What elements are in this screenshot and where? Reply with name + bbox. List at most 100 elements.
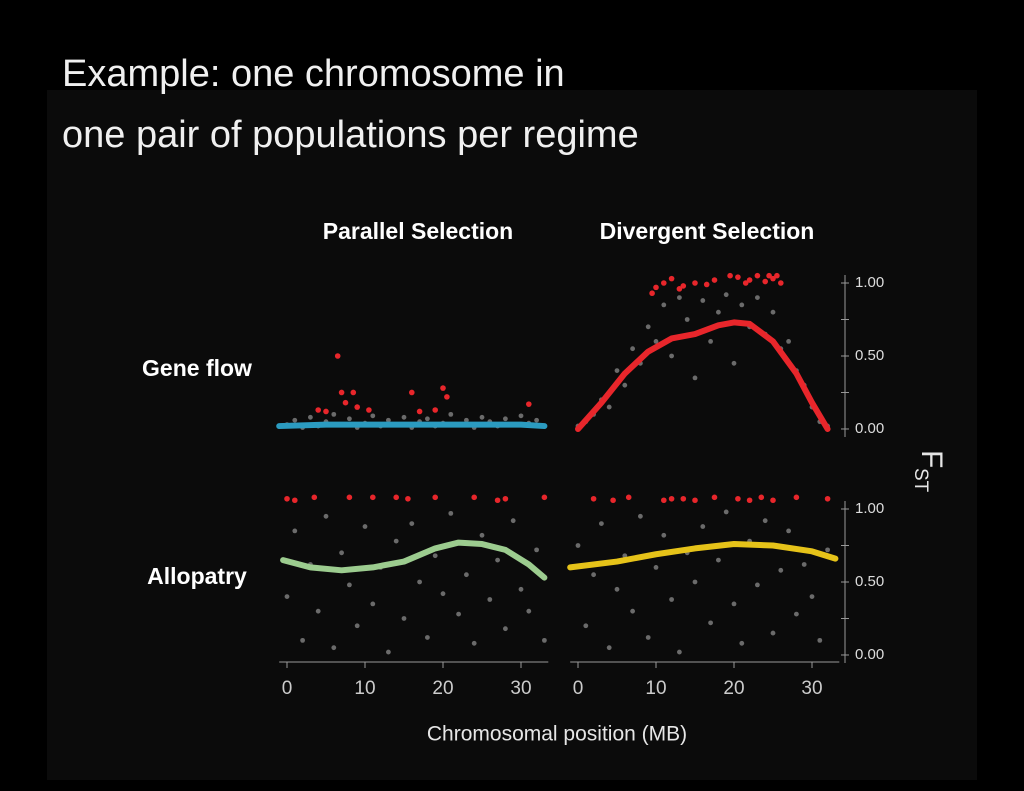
point [393,538,399,544]
point [401,414,407,420]
point [716,309,721,315]
y-axis-label: F ST [910,450,948,493]
y-tick-label: 0.50 [855,347,884,364]
row-label: Allopatry [147,563,247,589]
point [680,283,687,289]
point [649,290,655,297]
point [471,640,477,646]
point [440,385,446,391]
point [448,411,454,417]
point [448,510,454,516]
x-tick-label: 10 [645,678,666,699]
point [614,368,620,373]
point [762,278,768,285]
point [731,360,737,366]
point [653,338,659,344]
point [370,413,376,419]
point [354,404,361,410]
point [668,495,675,502]
point [350,389,357,396]
point [793,494,800,501]
point [735,274,741,280]
point [692,280,698,286]
point [727,272,733,279]
point [746,277,753,283]
point [801,562,807,567]
point [774,272,780,279]
point [495,557,500,563]
point [755,295,760,300]
point [591,572,596,578]
point [794,611,799,617]
point [610,497,616,504]
x-tick-label: 30 [510,678,531,699]
point [778,280,784,286]
point [770,309,776,315]
point [770,275,776,282]
y-tick-label: 0.50 [855,573,884,590]
point [723,509,729,515]
point [502,495,509,502]
point [323,408,329,415]
point [746,497,753,504]
point [518,413,524,419]
point [770,630,776,636]
point [669,353,674,359]
point [692,497,698,504]
point [347,582,352,588]
smooth-line [567,541,839,571]
point [338,389,345,396]
point [405,495,411,502]
point [762,518,768,524]
point [661,280,667,286]
point [575,543,581,548]
point [534,547,539,553]
point [708,338,713,344]
point [432,407,439,413]
point [638,513,643,519]
point [292,497,298,504]
point [684,317,690,322]
point [311,494,318,501]
point [386,649,391,655]
point [630,608,635,614]
point [479,414,485,420]
point [786,528,791,534]
point [692,579,698,585]
point [766,272,772,279]
row-label: Gene flow [142,355,252,381]
x-tick-label: 20 [432,678,453,699]
point [661,532,667,538]
point [703,281,710,288]
point [809,594,815,599]
column-title: Parallel Selection [323,218,513,244]
smooth-line [276,421,548,430]
point [711,277,718,283]
y-tick-label: 1.00 [855,274,884,291]
point [440,591,446,597]
smooth-line [280,539,548,581]
point [755,582,760,588]
point [606,645,612,651]
point [625,494,632,501]
point [393,494,400,501]
point [347,416,352,422]
point [432,553,438,559]
point [758,494,765,501]
point [334,353,341,359]
title-line: one pair of populations per regime [62,114,639,156]
point [534,417,539,423]
point [739,640,745,646]
point [669,597,674,602]
point [542,637,547,643]
point [284,594,290,599]
point [409,521,415,526]
point [622,382,628,388]
point [471,494,478,501]
title-line: Example: one chromosome in [62,53,565,95]
point [370,601,376,607]
point [362,524,368,529]
point [630,346,635,352]
y-tick-label: 0.00 [855,646,884,663]
